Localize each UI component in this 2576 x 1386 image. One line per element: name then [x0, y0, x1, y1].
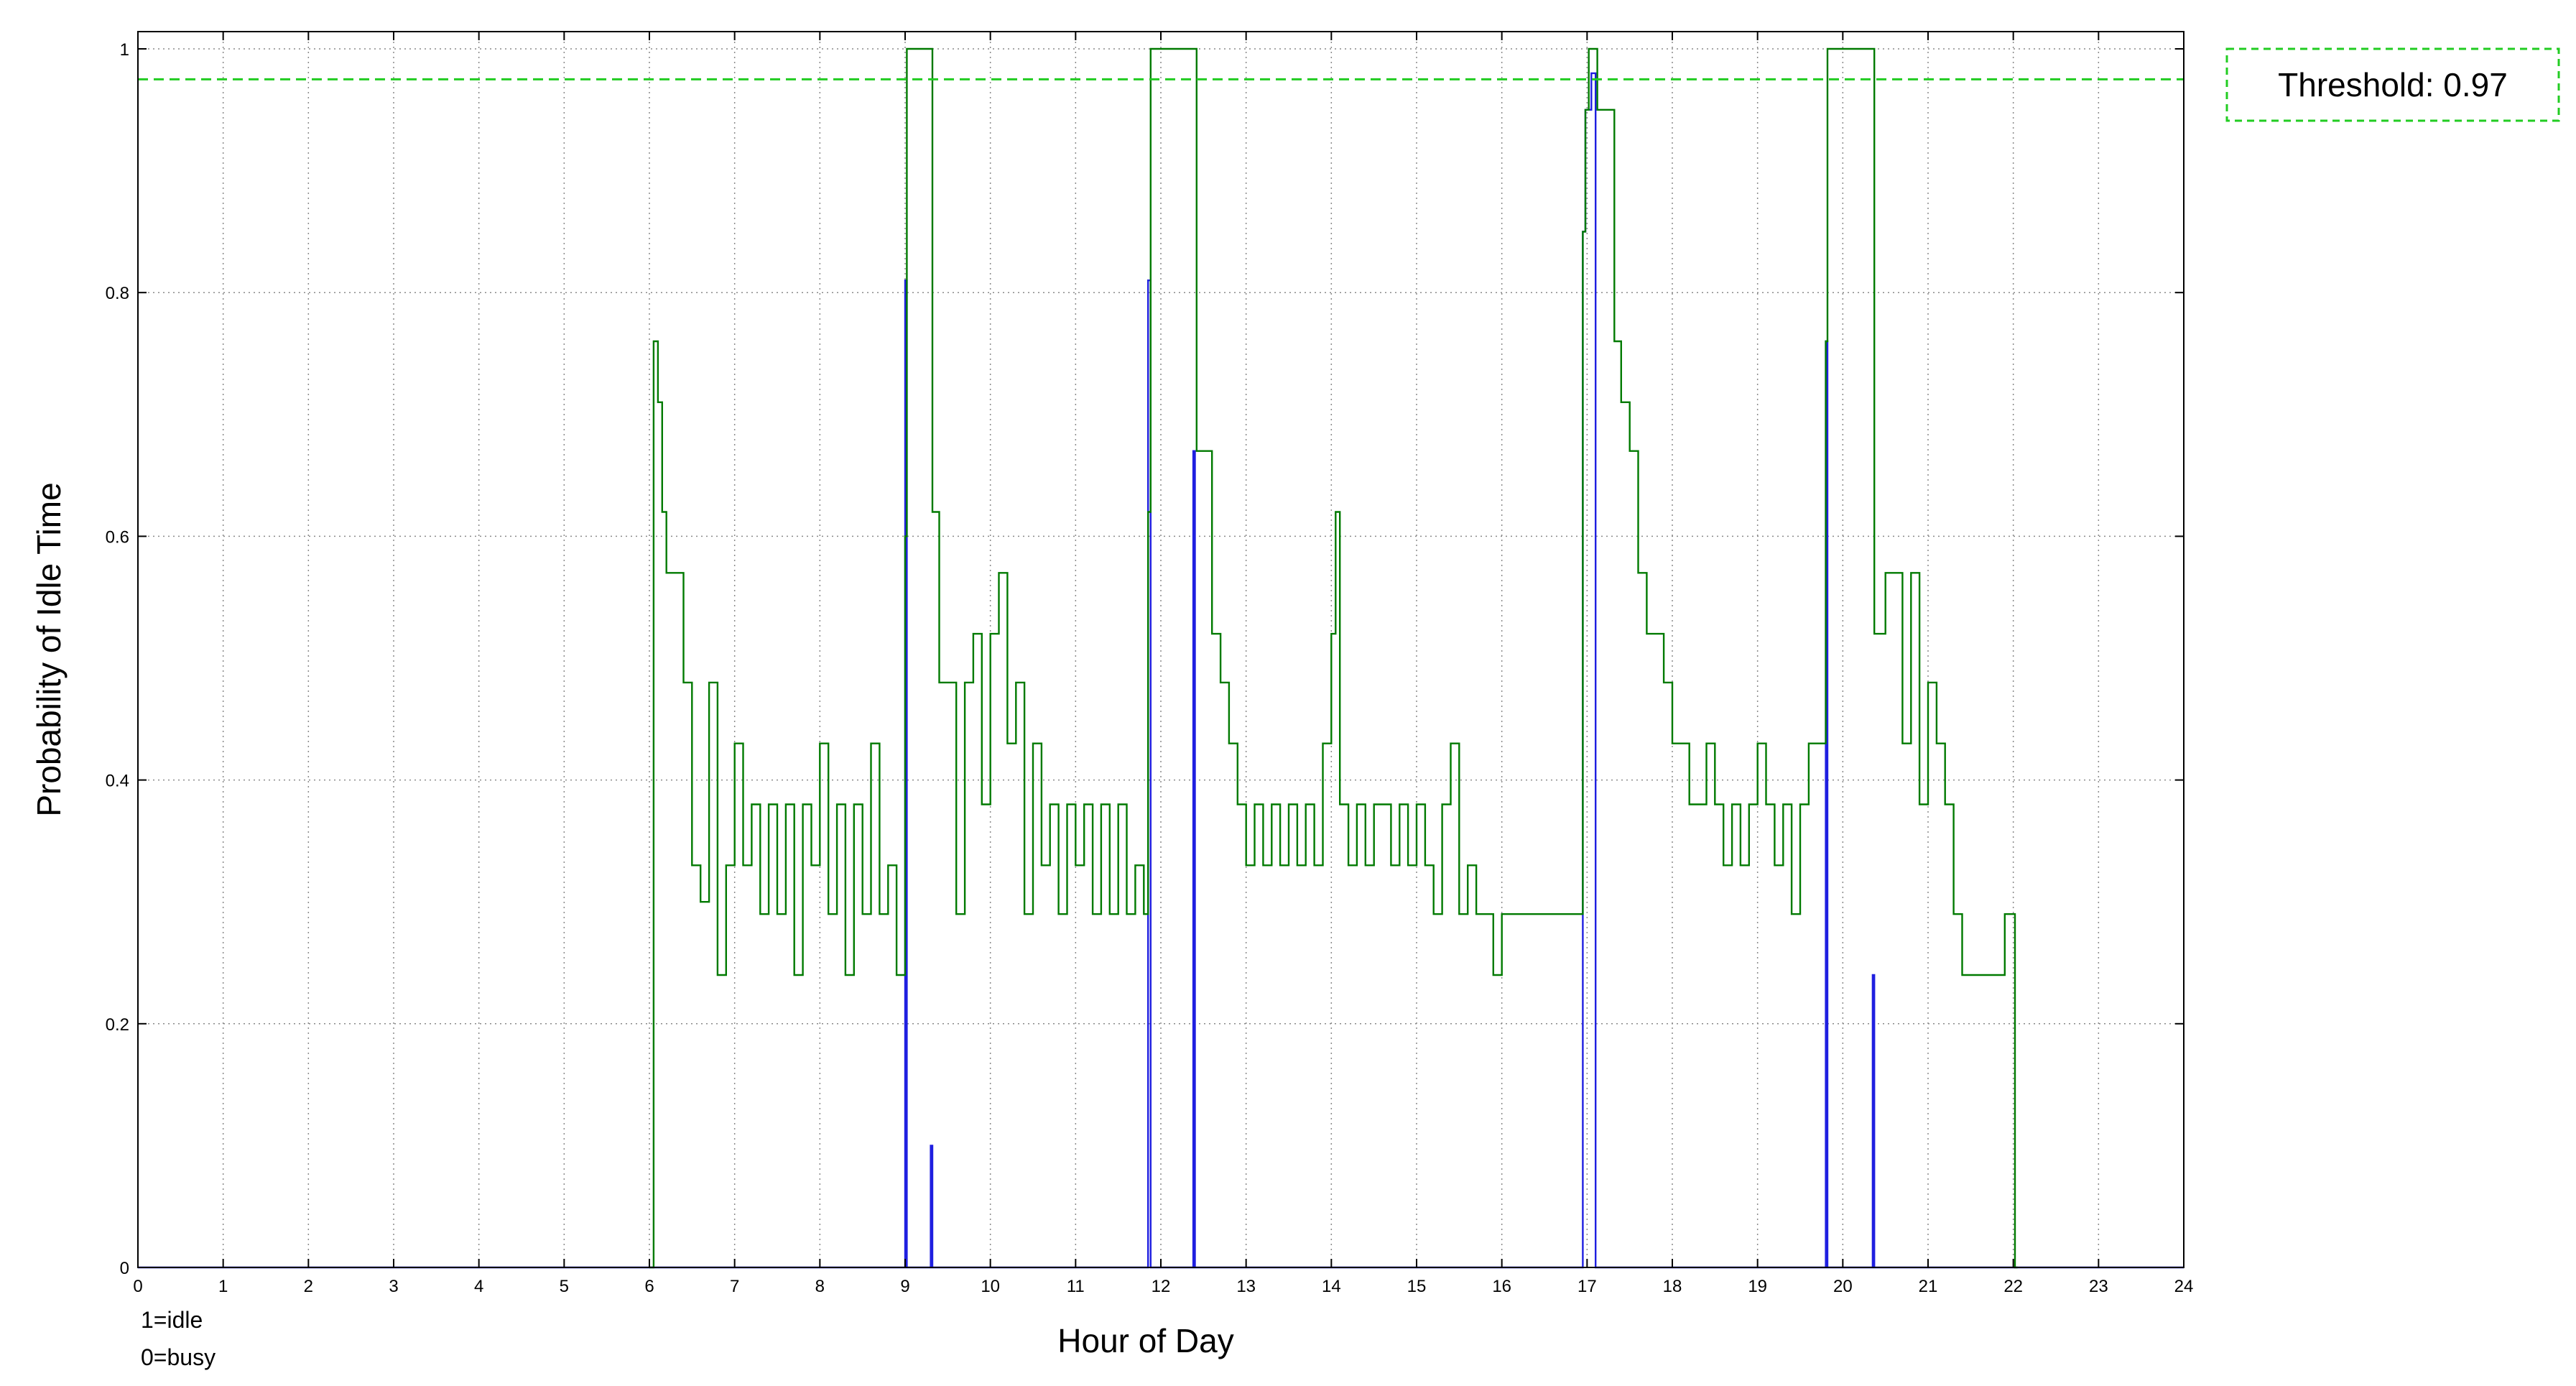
y-tick-label: 0.8	[106, 284, 129, 303]
x-tick-label: 10	[981, 1277, 1000, 1296]
threshold-label: Threshold: 0.97	[2278, 66, 2508, 103]
x-axis-title: Hour of Day	[1057, 1322, 1233, 1359]
x-tick-label: 22	[2003, 1277, 2023, 1296]
axis-ticks: 0 1 2 3 4 5 6 7 8 9 10 11 12 13 14 15 16 17 18 19 20 21 22 23 24…	[106, 32, 2194, 1296]
x-tick-label: 2	[304, 1277, 313, 1296]
note-busy: 0=busy	[141, 1344, 216, 1370]
y-tick-label: 0.4	[106, 772, 129, 791]
x-tick-label: 0	[133, 1277, 142, 1296]
y-tick-label: 1	[120, 40, 129, 60]
series-line-2	[649, 47, 2018, 1269]
x-tick-label: 14	[1322, 1277, 1341, 1296]
note-idle: 1=idle	[141, 1307, 203, 1333]
x-tick-label: 20	[1833, 1277, 1853, 1296]
plot-frame	[137, 31, 2184, 1268]
y-tick-label: 0.6	[106, 527, 129, 547]
x-tick-label: 5	[560, 1277, 569, 1296]
x-tick-label: 13	[1236, 1277, 1256, 1296]
x-tick-label: 17	[1577, 1277, 1597, 1296]
y-tick-label: 0.2	[106, 1015, 129, 1035]
threshold-box	[2225, 47, 2560, 122]
x-tick-label: 9	[900, 1277, 909, 1296]
y-tick-label: 0	[120, 1259, 129, 1278]
data-series	[138, 47, 2184, 1269]
x-tick-label: 8	[815, 1277, 825, 1296]
x-tick-label: 11	[1067, 1277, 1085, 1296]
x-tick-label: 19	[1748, 1277, 1767, 1296]
y-axis-title: Probability of Idle Time	[30, 482, 68, 816]
x-tick-label: 3	[389, 1277, 398, 1296]
x-tick-label: 15	[1407, 1277, 1427, 1296]
grid-lines	[138, 32, 2184, 1267]
threshold: Threshold: 0.97	[138, 47, 2560, 122]
x-tick-label: 12	[1152, 1277, 1171, 1296]
x-tick-label: 18	[1663, 1277, 1682, 1296]
x-tick-label: 21	[1919, 1277, 1938, 1296]
x-tick-label: 23	[2089, 1277, 2108, 1296]
x-tick-label: 7	[730, 1277, 739, 1296]
x-tick-label: 1	[218, 1277, 228, 1296]
x-tick-label: 16	[1492, 1277, 1511, 1296]
x-tick-label: 6	[644, 1277, 654, 1296]
x-tick-label: 24	[2174, 1277, 2194, 1296]
x-tick-label: 4	[474, 1277, 483, 1296]
